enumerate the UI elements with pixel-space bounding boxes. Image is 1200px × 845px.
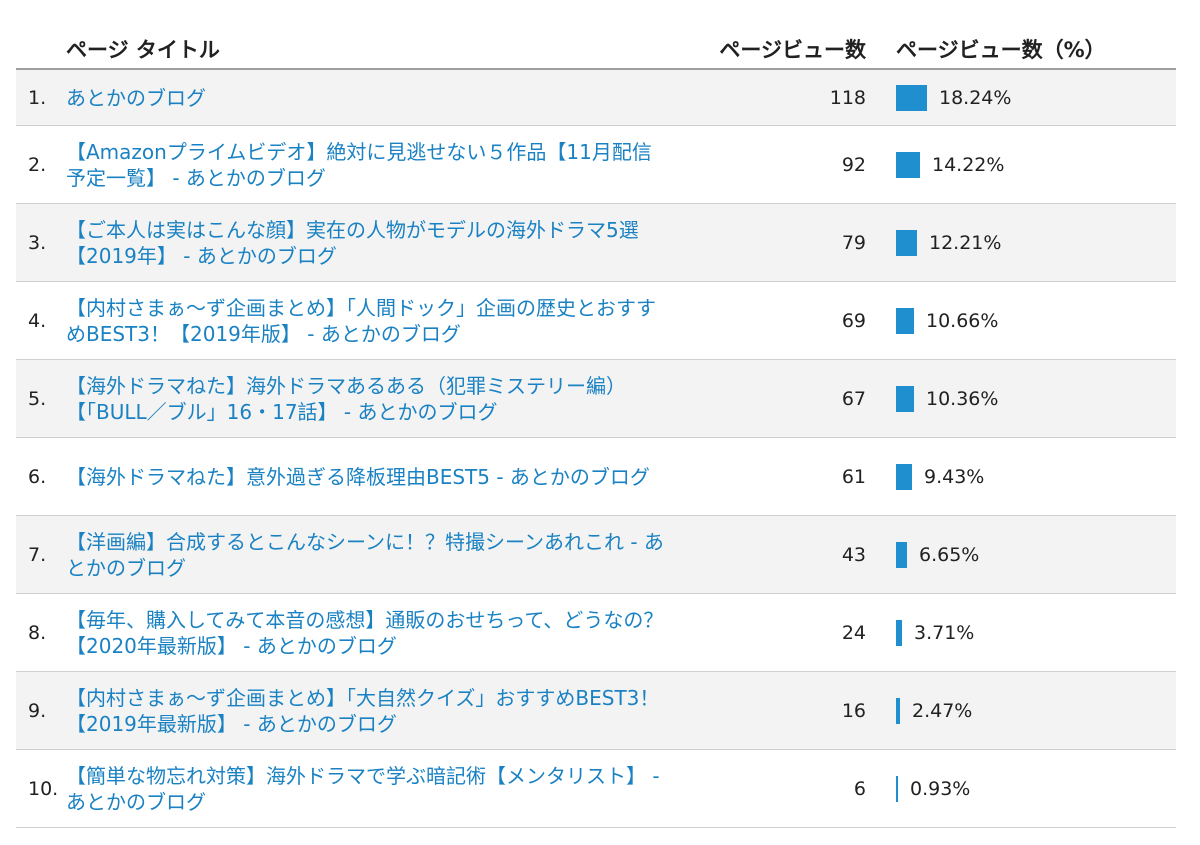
share-bar: [896, 84, 927, 111]
page-title-link[interactable]: 【簡単な物忘れ対策】海外ドラマで学ぶ暗記術【メンタリスト】 - あとかのブログ: [66, 763, 660, 814]
page-title-link[interactable]: 【洋画編】合成するとこんなシーンに！？特撮シーンあれこれ - あとかのブログ: [66, 529, 664, 580]
share-bar-track: 18.24%: [896, 84, 1056, 111]
row-rank: 7.: [28, 543, 47, 566]
pageview-count: 69: [841, 309, 866, 332]
table-row: 8. 【毎年、購入してみて本音の感想】通販のおせちって、どうなの？【2020年最…: [16, 594, 1176, 672]
row-rank: 3.: [28, 231, 47, 254]
table-row: 4. 【内村さまぁ～ず企画まとめ】「人間ドック」企画の歴史とおすすめBEST3！…: [16, 282, 1176, 360]
share-bar-track: 12.21%: [896, 229, 1056, 256]
row-rank: 8.: [28, 621, 47, 644]
row-rank: 2.: [28, 153, 47, 176]
share-bar-track: 10.36%: [896, 385, 1056, 412]
pageview-count: 61: [841, 465, 866, 488]
table-row: 9. 【内村さまぁ～ず企画まとめ】「大自然クイズ」おすすめBEST3！【2019…: [16, 672, 1176, 750]
table-row: 6. 【海外ドラマねた】意外過ぎる降板理由BEST5 - あとかのブログ 61 …: [16, 438, 1176, 516]
share-bar: [896, 463, 912, 490]
share-bar-track: 6.65%: [896, 541, 1056, 568]
table-body: 1. あとかのブログ 118 18.24% 2. 【Amazonプライムビデオ】…: [16, 70, 1176, 828]
pageview-count: 92: [841, 153, 866, 176]
page-title-link[interactable]: 【海外ドラマねた】海外ドラマあるある（犯罪ミステリー編）【「BULL／ブル」16…: [66, 373, 626, 424]
share-bar: [896, 697, 900, 724]
table-row: 7. 【洋画編】合成するとこんなシーンに！？特撮シーンあれこれ - あとかのブロ…: [16, 516, 1176, 594]
share-bar: [896, 385, 914, 412]
share-bar: [896, 151, 920, 178]
share-bar-track: 14.22%: [896, 151, 1056, 178]
pageview-count: 67: [841, 387, 866, 410]
row-rank: 6.: [28, 465, 47, 488]
share-percent: 0.93%: [910, 777, 971, 800]
pageview-count: 24: [841, 621, 866, 644]
pageview-count: 118: [829, 86, 866, 109]
share-bar: [896, 307, 914, 334]
share-bar-track: 10.66%: [896, 307, 1056, 334]
pageview-count: 6: [853, 777, 866, 800]
row-rank: 10.: [28, 777, 59, 800]
share-bar-track: 2.47%: [896, 697, 1056, 724]
share-percent: 10.66%: [926, 309, 999, 332]
page-title-link[interactable]: 【内村さまぁ～ず企画まとめ】「人間ドック」企画の歴史とおすすめBEST3！【20…: [66, 295, 656, 346]
pageview-count: 16: [841, 699, 866, 722]
share-bar-track: 3.71%: [896, 619, 1056, 646]
share-percent: 2.47%: [912, 699, 973, 722]
share-bar: [896, 619, 902, 646]
column-header-pageviews-percent[interactable]: ページビュー数（%）: [896, 38, 1106, 62]
share-percent: 14.22%: [932, 153, 1005, 176]
page-title-link[interactable]: あとかのブログ: [66, 85, 206, 110]
page-title-link[interactable]: 【毎年、購入してみて本音の感想】通販のおせちって、どうなの？【2020年最新版】…: [66, 607, 664, 658]
page-title-link[interactable]: 【内村さまぁ～ず企画まとめ】「大自然クイズ」おすすめBEST3！【2019年最新…: [66, 685, 660, 736]
pageview-count: 43: [841, 543, 866, 566]
share-percent: 18.24%: [939, 86, 1012, 109]
row-rank: 4.: [28, 309, 47, 332]
share-bar: [896, 541, 907, 568]
share-bar: [896, 229, 917, 256]
share-percent: 6.65%: [919, 543, 980, 566]
share-percent: 10.36%: [926, 387, 999, 410]
column-header-page-title[interactable]: ページ タイトル: [66, 38, 220, 62]
row-rank: 9.: [28, 699, 47, 722]
table-row: 3. 【ご本人は実はこんな顔】実在の人物がモデルの海外ドラマ5選【2019年】 …: [16, 204, 1176, 282]
table-row: 1. あとかのブログ 118 18.24%: [16, 70, 1176, 126]
page-views-report: ページ タイトル ページビュー数 ページビュー数（%） 1. あとかのブログ 1…: [16, 0, 1176, 828]
row-rank: 5.: [28, 387, 47, 410]
table-row: 2. 【Amazonプライムビデオ】絶対に見逃せない５作品【11月配信予定一覧】…: [16, 126, 1176, 204]
share-percent: 9.43%: [924, 465, 985, 488]
share-bar: [896, 775, 898, 802]
table-header: ページ タイトル ページビュー数 ページビュー数（%）: [16, 0, 1176, 70]
page-title-link[interactable]: 【ご本人は実はこんな顔】実在の人物がモデルの海外ドラマ5選【2019年】 - あ…: [66, 217, 639, 268]
share-bar-track: 9.43%: [896, 463, 1056, 490]
share-percent: 3.71%: [914, 621, 975, 644]
page-title-link[interactable]: 【Amazonプライムビデオ】絶対に見逃せない５作品【11月配信予定一覧】 - …: [66, 139, 652, 190]
page-title-link[interactable]: 【海外ドラマねた】意外過ぎる降板理由BEST5 - あとかのブログ: [66, 464, 650, 489]
table-row: 5. 【海外ドラマねた】海外ドラマあるある（犯罪ミステリー編）【「BULL／ブル…: [16, 360, 1176, 438]
row-rank: 1.: [28, 86, 47, 109]
table-row: 10. 【簡単な物忘れ対策】海外ドラマで学ぶ暗記術【メンタリスト】 - あとかの…: [16, 750, 1176, 828]
pageview-count: 79: [841, 231, 866, 254]
share-bar-track: 0.93%: [896, 775, 1056, 802]
share-percent: 12.21%: [929, 231, 1002, 254]
column-header-pageviews[interactable]: ページビュー数: [719, 38, 866, 62]
